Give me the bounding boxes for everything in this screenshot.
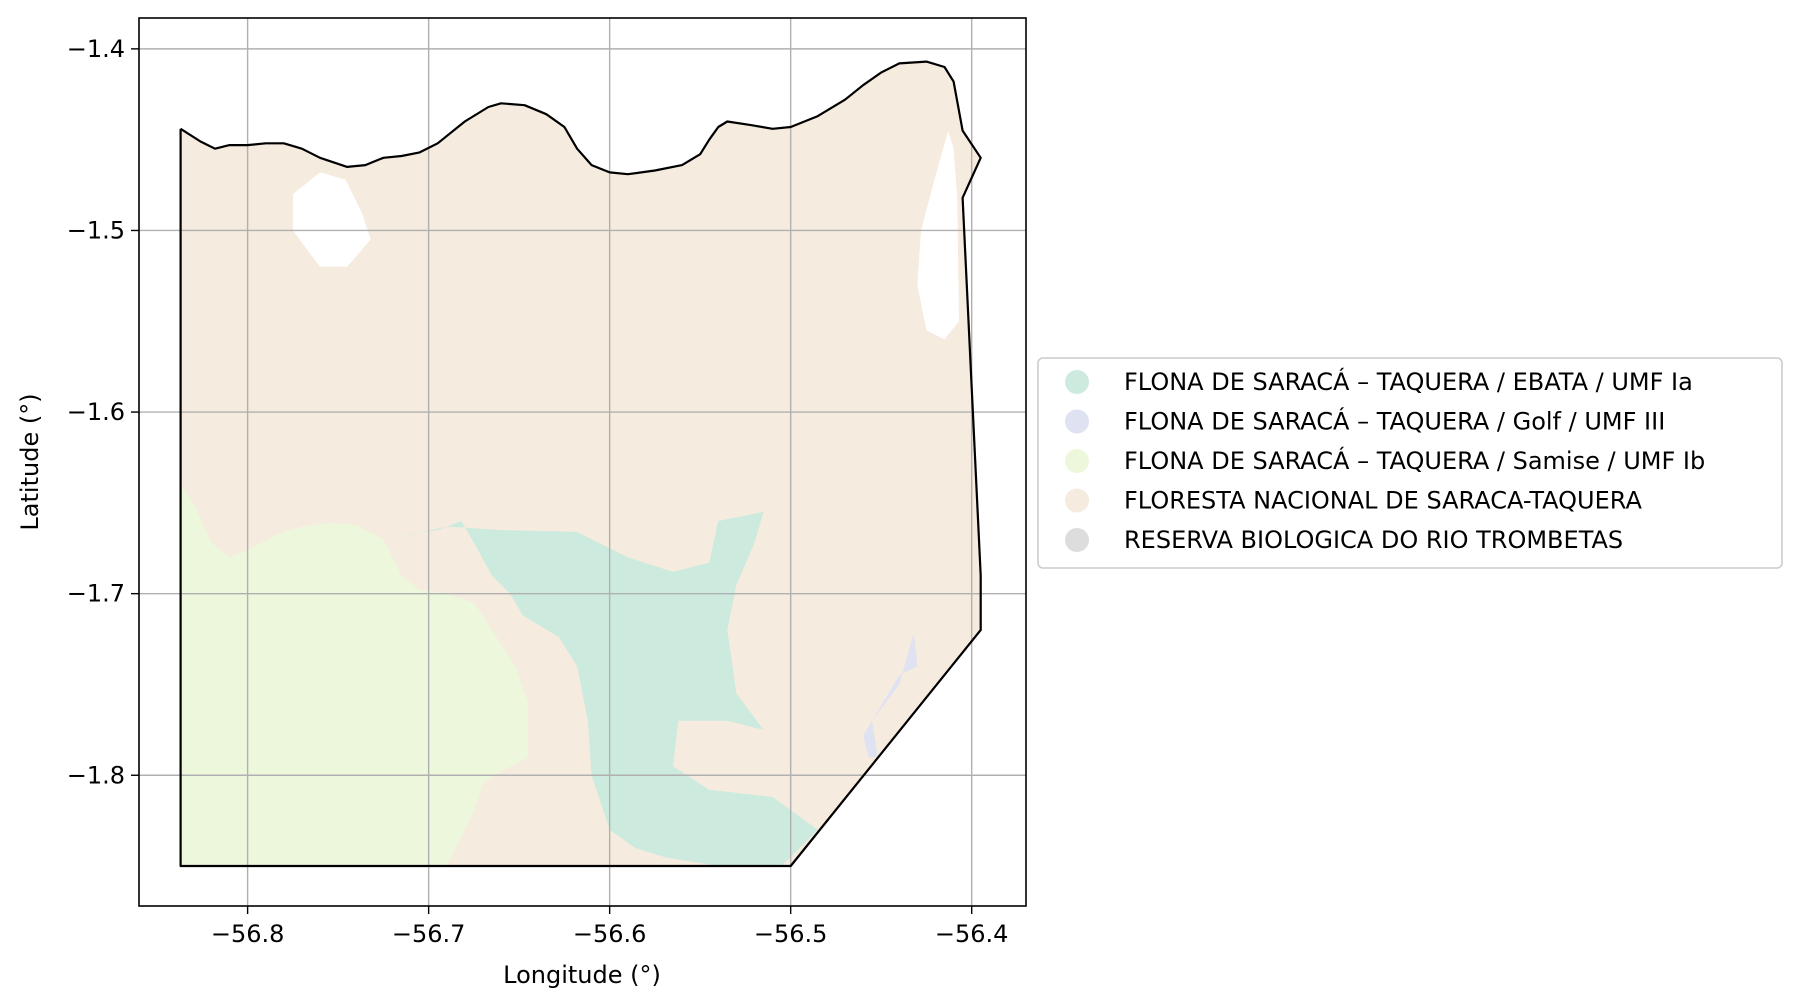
legend-items: FLONA DE SARACÁ – TAQUERA / EBATA / UMF … bbox=[1065, 367, 1705, 554]
plot-frame bbox=[138, 17, 1027, 907]
y-tick-label-4: −1.8 bbox=[67, 761, 125, 789]
legend-swatch-1 bbox=[1065, 409, 1089, 434]
legend-swatch-2 bbox=[1065, 449, 1089, 473]
x-tick-label-0: −56.8 bbox=[211, 920, 285, 948]
layer-2 bbox=[392, 511, 818, 866]
x-tick-label-4: −56.4 bbox=[935, 920, 1009, 948]
grid-lines bbox=[139, 18, 1026, 906]
legend-label-4: RESERVA BIOLOGICA DO RIO TROMBETAS bbox=[1124, 526, 1623, 554]
legend-label-3: FLORESTA NACIONAL DE SARACA-TAQUERA bbox=[1124, 487, 1642, 515]
boundary-outline bbox=[179, 60, 982, 868]
y-tick-label-1: −1.5 bbox=[67, 216, 125, 244]
legend-label-1: FLONA DE SARACÁ – TAQUERA / Golf / UMF I… bbox=[1124, 407, 1665, 436]
gap-1 bbox=[917, 130, 959, 340]
plot-area bbox=[139, 18, 1026, 906]
legend-label-0: FLONA DE SARACÁ – TAQUERA / EBATA / UMF … bbox=[1124, 367, 1693, 396]
legend-label-2: FLONA DE SARACÁ – TAQUERA / Samise / UMF… bbox=[1124, 446, 1705, 475]
x-axis-ticks: −56.8 −56.7 −56.6 −56.5 −56.4 bbox=[211, 906, 1009, 948]
map-boundary bbox=[179, 60, 982, 868]
y-tick-label-0: −1.4 bbox=[67, 35, 125, 63]
y-tick-label-2: −1.6 bbox=[67, 398, 125, 426]
y-tick-label-3: −1.7 bbox=[67, 580, 125, 608]
gap-0 bbox=[292, 172, 371, 267]
x-tick-label-2: −56.6 bbox=[573, 920, 647, 948]
map-layers bbox=[180, 61, 981, 867]
x-tick-label-1: −56.7 bbox=[392, 920, 466, 948]
layer-1 bbox=[180, 484, 529, 866]
y-axis-label: Latitude (°) bbox=[16, 393, 44, 530]
legend-frame bbox=[1037, 357, 1783, 569]
legend: FLONA DE SARACÁ – TAQUERA / EBATA / UMF … bbox=[1037, 357, 1783, 569]
legend-swatch-0 bbox=[1065, 370, 1089, 394]
x-axis-label: Longitude (°) bbox=[503, 961, 661, 989]
x-tick-label-3: −56.5 bbox=[754, 920, 828, 948]
legend-swatch-3 bbox=[1065, 488, 1089, 513]
legend-swatch-4 bbox=[1065, 528, 1089, 552]
layer-3 bbox=[863, 633, 918, 758]
y-axis-ticks: −1.4 −1.5 −1.6 −1.7 −1.8 bbox=[67, 35, 139, 789]
map-gaps bbox=[292, 130, 959, 340]
